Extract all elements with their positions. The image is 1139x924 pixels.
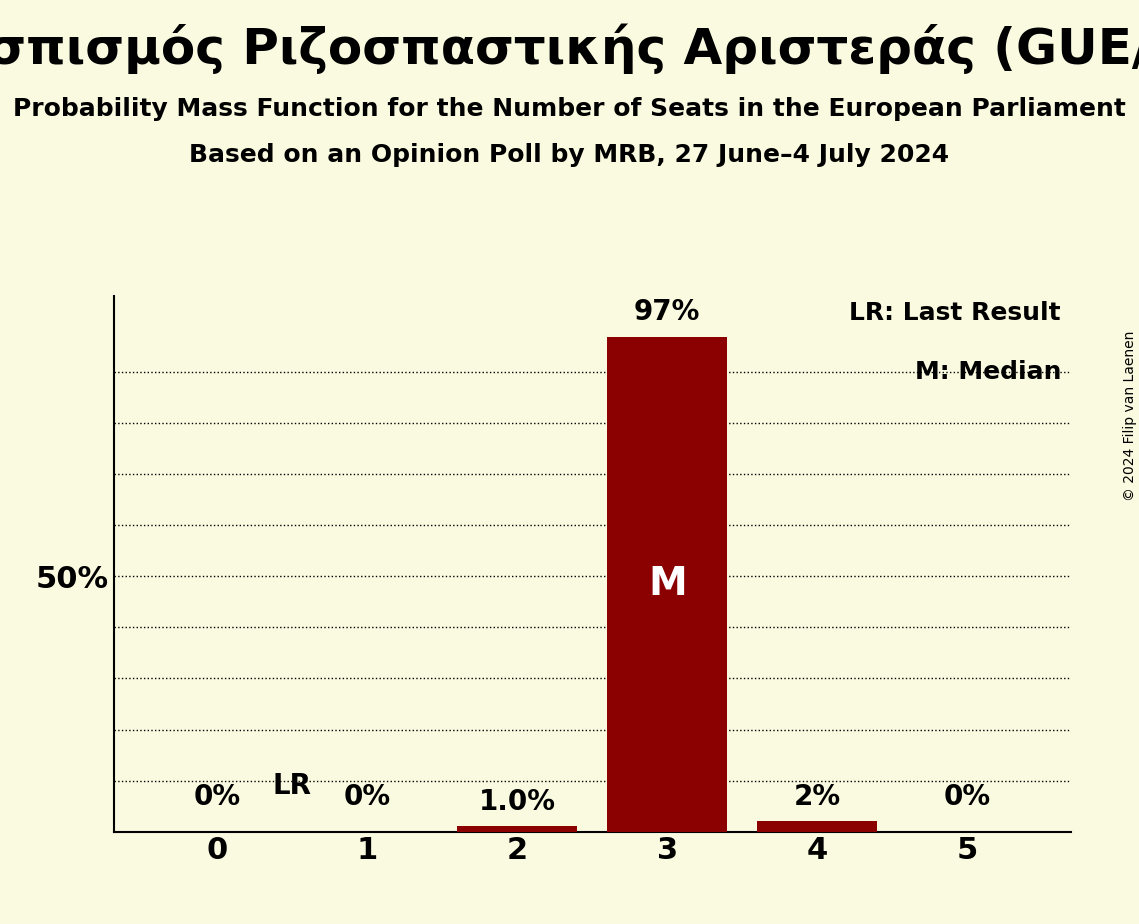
Text: 1.0%: 1.0% (478, 788, 556, 816)
Text: Based on an Opinion Poll by MRB, 27 June–4 July 2024: Based on an Opinion Poll by MRB, 27 June… (189, 143, 950, 167)
Text: 2%: 2% (794, 784, 841, 811)
Bar (757, 821, 877, 832)
Bar (458, 826, 577, 832)
Text: 0%: 0% (194, 784, 241, 811)
Text: LR: Last Result: LR: Last Result (850, 301, 1062, 325)
Text: Συνασπισμός Ριζοσπαστικής Αριστεράς (GUE/NGL): Συνασπισμός Ριζοσπαστικής Αριστεράς (GUE… (0, 23, 1139, 74)
Text: 0%: 0% (943, 784, 991, 811)
Text: © 2024 Filip van Laenen: © 2024 Filip van Laenen (1123, 331, 1137, 501)
Text: M: M (648, 565, 687, 603)
Text: 0%: 0% (344, 784, 391, 811)
Text: M: Median: M: Median (915, 360, 1062, 384)
Text: LR: LR (273, 772, 312, 799)
Text: 97%: 97% (634, 298, 700, 326)
Text: Probability Mass Function for the Number of Seats in the European Parliament: Probability Mass Function for the Number… (13, 97, 1126, 121)
Bar (607, 336, 727, 832)
